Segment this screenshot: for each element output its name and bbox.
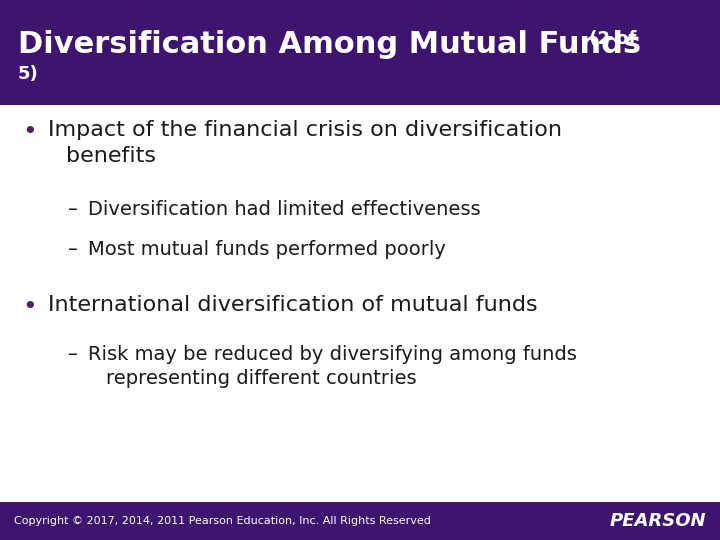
- Text: •: •: [22, 295, 37, 319]
- Text: Risk may be reduced by diversifying among funds: Risk may be reduced by diversifying amon…: [88, 345, 577, 364]
- Text: Diversification had limited effectiveness: Diversification had limited effectivenes…: [88, 200, 481, 219]
- Text: Copyright © 2017, 2014, 2011 Pearson Education, Inc. All Rights Reserved: Copyright © 2017, 2014, 2011 Pearson Edu…: [14, 516, 431, 526]
- Text: Most mutual funds performed poorly: Most mutual funds performed poorly: [88, 240, 446, 259]
- Text: 5): 5): [18, 65, 39, 83]
- Text: –: –: [68, 240, 78, 259]
- Text: –: –: [68, 345, 78, 364]
- Text: (2 of: (2 of: [583, 30, 636, 48]
- Text: Diversification Among Mutual Funds: Diversification Among Mutual Funds: [18, 30, 641, 59]
- Text: representing different countries: representing different countries: [106, 369, 417, 388]
- Text: International diversification of mutual funds: International diversification of mutual …: [48, 295, 538, 315]
- Text: •: •: [22, 120, 37, 144]
- Text: –: –: [68, 200, 78, 219]
- Text: PEARSON: PEARSON: [609, 512, 706, 530]
- Bar: [0, 0, 720, 105]
- Text: Impact of the financial crisis on diversification: Impact of the financial crisis on divers…: [48, 120, 562, 140]
- Bar: [0, 502, 720, 540]
- Text: benefits: benefits: [66, 146, 156, 166]
